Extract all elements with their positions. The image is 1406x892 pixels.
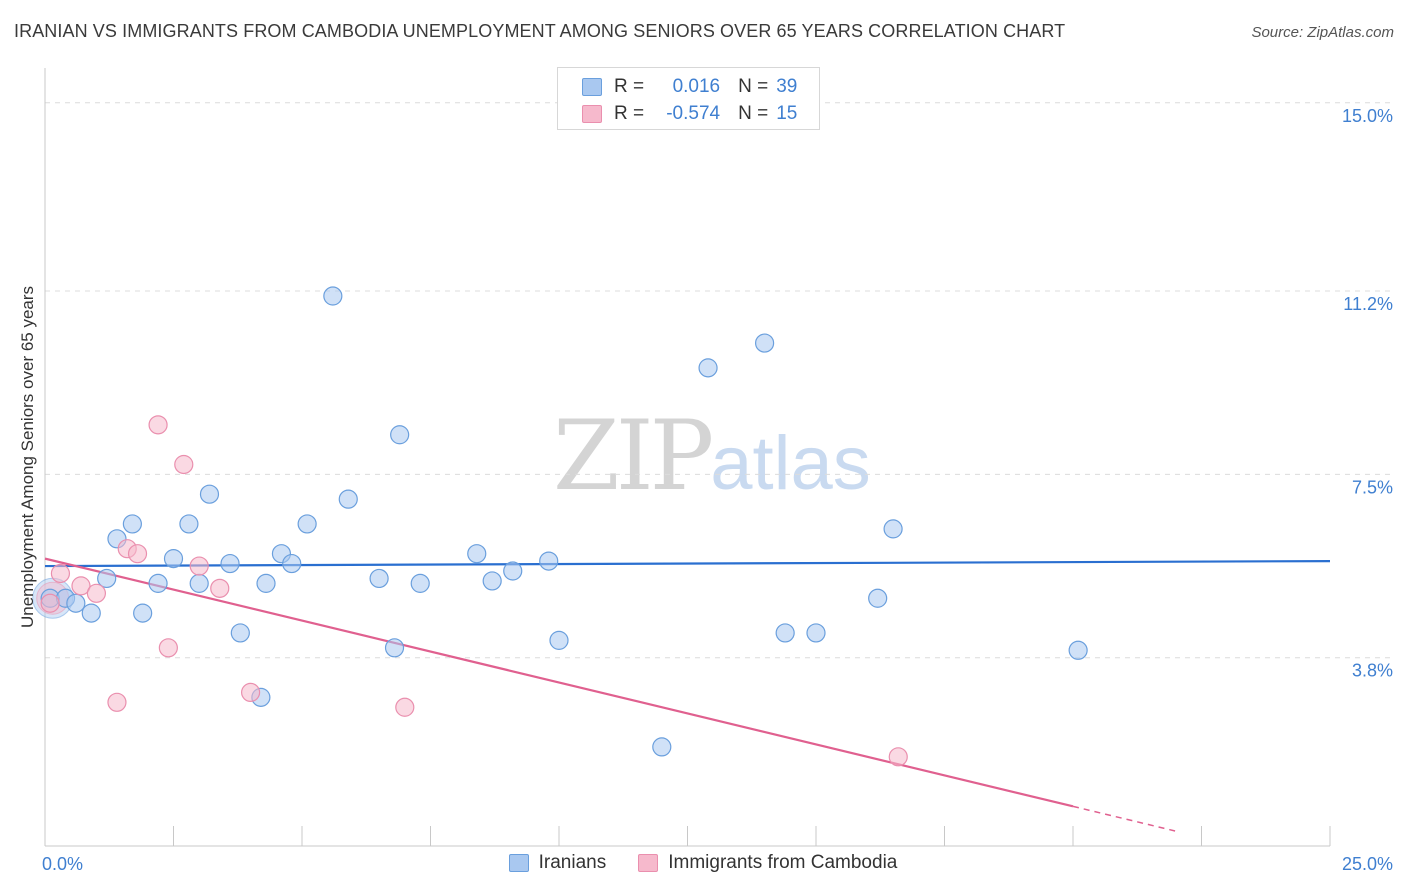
point-iranians	[369, 568, 389, 589]
source-attribution[interactable]: Source: ZipAtlas.com	[1251, 24, 1394, 41]
point-cambodia	[174, 454, 194, 475]
legend-n-label: N =	[738, 76, 769, 97]
correlation-legend: R = 0.016 N = 39 R = -0.574 N = 15	[557, 67, 820, 130]
point-iranians	[297, 514, 317, 534]
point-iranians	[698, 358, 718, 378]
legend-n-value: 15	[776, 103, 798, 124]
point-iranians	[1068, 640, 1088, 660]
point-iranians	[883, 519, 903, 539]
point-iranians	[230, 623, 250, 643]
legend-r-value: -0.574	[666, 103, 721, 124]
legend-swatch-cambodia	[582, 105, 602, 123]
point-iranians	[97, 568, 117, 589]
data-points	[32, 286, 1088, 767]
point-iranians	[482, 571, 502, 591]
legend-r-value: 0.016	[672, 76, 721, 97]
legend-n-label: N =	[738, 103, 769, 124]
watermark: ZIPatlas	[553, 400, 871, 512]
point-iranians	[390, 425, 410, 445]
point-iranians	[66, 593, 86, 613]
trendline-cambodia	[44, 557, 1074, 808]
series-label-iranians: Iranians	[538, 852, 607, 873]
point-iranians	[338, 489, 358, 509]
point-iranians	[179, 514, 199, 534]
point-iranians	[122, 514, 142, 534]
point-iranians	[806, 623, 826, 643]
point-iranians	[652, 737, 672, 757]
trendline-cambodia-extension	[1072, 805, 1176, 832]
point-iranians	[410, 573, 430, 593]
point-iranians	[282, 553, 302, 574]
legend-r-label: R =	[614, 103, 645, 124]
point-iranians	[549, 630, 569, 650]
point-iranians	[754, 333, 775, 353]
point-iranians	[868, 588, 888, 608]
point-cambodia	[86, 583, 107, 603]
chart-title: IRANIAN VS IMMIGRANTS FROM CAMBODIA UNEM…	[14, 21, 1066, 41]
point-iranians	[199, 484, 220, 504]
gridlines	[45, 102, 1395, 659]
axes	[44, 68, 1331, 847]
point-iranians	[256, 573, 276, 593]
point-iranians	[189, 573, 209, 593]
watermark-atlas: atlas	[710, 421, 871, 506]
legend-row-cambodia: R = -0.574 N = 15	[582, 102, 797, 126]
point-cambodia	[148, 415, 168, 435]
point-iranians	[775, 623, 795, 643]
point-iranians	[81, 603, 101, 623]
trendlines	[44, 557, 1331, 832]
watermark-zip: ZIP	[553, 400, 714, 512]
point-cambodia	[888, 747, 908, 767]
point-iranians	[384, 638, 405, 658]
point-cambodia	[127, 544, 148, 564]
series-swatch-iranians	[508, 854, 529, 872]
y-axis-label: Unemployment Among Seniors over 65 years	[18, 285, 37, 629]
legend-r-label: R =	[614, 76, 645, 97]
tick-labels: 3.8% 7.5% 11.2% 15.0% 0.0% 25.0%	[42, 106, 1393, 874]
point-iranians	[467, 544, 487, 564]
point-iranians	[148, 573, 168, 593]
point-cambodia	[107, 692, 127, 712]
point-cambodia	[40, 593, 60, 613]
x-tick-label: 25.0%	[1342, 854, 1393, 874]
x-tick-label: 0.0%	[42, 854, 83, 874]
point-cambodia	[210, 578, 230, 598]
y-tick-label: 15.0%	[1342, 106, 1393, 126]
y-tick-label: 11.2%	[1343, 294, 1393, 314]
point-cambodia	[158, 638, 178, 658]
point-cambodia	[50, 563, 71, 584]
y-tick-label: 3.8%	[1352, 661, 1393, 681]
series-legend-cambodia[interactable]: Immigrants from Cambodia	[638, 852, 897, 874]
point-iranians	[220, 553, 240, 574]
series-legend: Iranians Immigrants from Cambodia	[0, 852, 1406, 874]
point-cambodia	[395, 697, 415, 717]
legend-n-value: 39	[776, 76, 798, 97]
point-cambodia	[189, 556, 209, 576]
point-iranians	[133, 603, 153, 623]
legend-swatch-iranians	[582, 78, 602, 96]
point-iranians	[163, 549, 184, 569]
point-cambodia	[71, 576, 91, 596]
legend-row-iranians: R = 0.016 N = 39	[582, 75, 797, 99]
point-iranians	[323, 286, 343, 306]
y-tick-label: 7.5%	[1352, 477, 1393, 497]
trendline-iranians	[44, 559, 1331, 568]
point-iranians	[539, 551, 559, 571]
series-label-cambodia: Immigrants from Cambodia	[668, 852, 898, 873]
point-iranians	[503, 561, 523, 581]
point-cambodia	[241, 682, 261, 703]
series-legend-iranians[interactable]: Iranians	[508, 852, 607, 874]
series-swatch-cambodia	[638, 854, 659, 872]
